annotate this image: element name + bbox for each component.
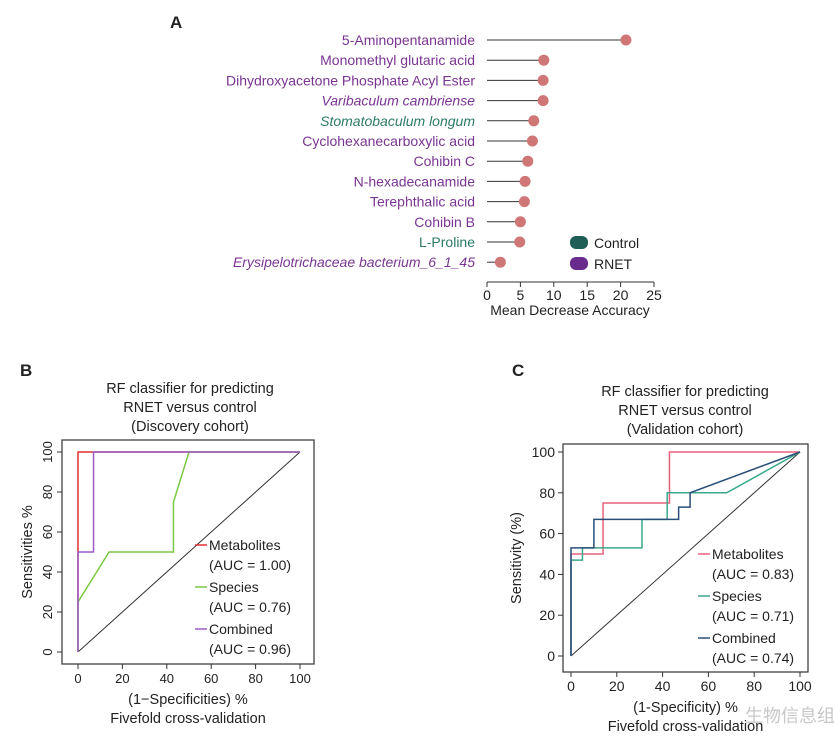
y-tick-label: 20 (40, 605, 55, 619)
category-label: L-Proline (419, 234, 475, 250)
y-tick-label: 0 (547, 648, 555, 664)
legend-auc: (AUC = 0.96) (209, 641, 291, 657)
lollipop-dot (537, 74, 549, 86)
x-tick-label: 0 (483, 287, 491, 303)
y-tick-label: 40 (40, 565, 55, 579)
lollipop-dot (528, 115, 540, 127)
category-label: N-hexadecanamide (354, 173, 476, 189)
y-tick-label: 60 (539, 526, 555, 542)
legend-label: Metabolites (209, 537, 281, 553)
legend-label: Metabolites (712, 546, 784, 562)
legend-label: Combined (712, 630, 776, 646)
panel-a-lollipop: 5-Aminopentanamide Monomethyl glutaric ac… (226, 32, 662, 318)
lollipop-dot (537, 95, 549, 107)
category-label: Erysipelotrichaceae bacterium_6_1_45 (233, 254, 475, 270)
x-tick-label: 80 (248, 671, 262, 686)
plot-frame (61, 439, 315, 665)
x-axis-subtitle: Fivefold cross-validation (608, 719, 764, 735)
x-tick-label: 10 (546, 287, 562, 303)
x-tick-label: 0 (567, 678, 575, 694)
chart-title: RNET versus control (123, 400, 257, 416)
watermark: 生物信息组学 (745, 706, 835, 726)
x-tick-label: 0 (74, 671, 81, 686)
x-tick-label: 100 (289, 671, 311, 686)
panel-b-roc: RF classifier for predicting RNET versus … (20, 381, 315, 727)
lollipop-dot (494, 256, 506, 268)
x-tick-label: 40 (655, 678, 671, 694)
category-label: Terephthalic acid (370, 194, 475, 210)
legend-label: RNET (594, 256, 633, 272)
roc-line-combined (77, 451, 300, 652)
y-tick-label: 20 (539, 607, 555, 623)
y-tick-label: 100 (532, 444, 556, 460)
y-tick-label: 60 (40, 525, 55, 539)
y-axis-title: Sensitivity (%) (509, 512, 525, 604)
category-label: Stomatobaculum longum (320, 113, 475, 129)
legend-swatch (570, 257, 588, 270)
chart-title: RF classifier for predicting (106, 381, 274, 397)
chart-title: RNET versus control (618, 403, 752, 419)
roc-line-species (570, 451, 801, 656)
legend-label: Combined (209, 621, 273, 637)
x-tick-label: 80 (746, 678, 762, 694)
panel-label-c: C (512, 361, 524, 380)
chart-title: RF classifier for predicting (601, 384, 769, 400)
x-tick-label: 20 (115, 671, 129, 686)
y-tick-label: 0 (40, 648, 55, 655)
legend-auc: (AUC = 0.76) (209, 599, 291, 615)
lollipop-dot (538, 54, 550, 66)
category-label: Cyclohexanecarboxylic acid (302, 133, 475, 149)
legend-auc: (AUC = 1.00) (209, 557, 291, 573)
legend-auc: (AUC = 0.83) (712, 566, 794, 582)
y-tick-label: 100 (40, 441, 55, 463)
plot-frame (562, 443, 809, 673)
x-axis-title: Mean Decrease Accuracy (490, 302, 650, 318)
y-axis-title: Sensitivities % (20, 505, 36, 599)
x-tick-label: 40 (160, 671, 174, 686)
legend-auc: (AUC = 0.71) (712, 608, 794, 624)
category-label: Varibaculum cambriense (321, 93, 475, 109)
x-tick-label: 20 (613, 287, 629, 303)
x-tick-label: 25 (646, 287, 662, 303)
x-tick-label: 20 (609, 678, 625, 694)
legend-auc: (AUC = 0.74) (712, 650, 794, 666)
diagonal-reference (77, 451, 301, 653)
category-label: Cohibin B (414, 214, 475, 230)
x-axis-title: (1−Specificities) % (128, 692, 248, 708)
y-tick-label: 80 (539, 485, 555, 501)
lollipop-dot (620, 34, 632, 46)
x-tick-label: 5 (517, 287, 525, 303)
x-axis-title: (1-Specificity) % (633, 700, 738, 716)
legend-label: Species (209, 579, 259, 595)
y-tick-label: 40 (539, 566, 555, 582)
lollipop-dot (526, 135, 538, 147)
x-tick-label: 100 (788, 678, 812, 694)
panel-c-roc: RF classifier for predicting RNET versus … (509, 384, 812, 735)
x-tick-label: 60 (204, 671, 218, 686)
category-label: 5-Aminopentanamide (342, 32, 475, 48)
legend-swatch (570, 236, 588, 249)
chart-title: (Validation cohort) (627, 422, 744, 438)
x-tick-label: 15 (579, 287, 595, 303)
panel-label-a: A (170, 13, 182, 32)
panel-label-b: B (20, 361, 32, 380)
lollipop-dot (514, 236, 526, 248)
x-tick-label: 60 (701, 678, 717, 694)
lollipop-dot (519, 175, 531, 187)
category-label: Dihydroxyacetone Phosphate Acyl Ester (226, 72, 475, 88)
lollipop-dot (518, 196, 530, 208)
category-label: Monomethyl glutaric acid (320, 52, 475, 68)
category-label: Cohibin C (414, 153, 475, 169)
chart-title: (Discovery cohort) (131, 419, 249, 435)
legend-label: Species (712, 588, 762, 604)
legend-label: Control (594, 235, 639, 251)
x-axis-subtitle: Fivefold cross-validation (110, 711, 266, 727)
roc-line-combined (570, 451, 801, 656)
lollipop-dot (522, 155, 534, 167)
diagonal-reference (570, 451, 801, 657)
lollipop-dot (514, 216, 526, 228)
y-tick-label: 80 (40, 485, 55, 499)
